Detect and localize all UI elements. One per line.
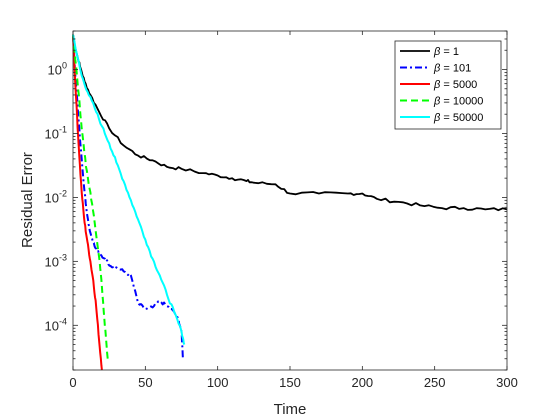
legend-label: β = 50000 — [433, 112, 483, 124]
y-tick-label: 100 — [48, 61, 67, 78]
y-tick-label: 10-1 — [45, 124, 67, 141]
series-layer — [72, 34, 508, 371]
legend-label: β = 101 — [433, 63, 471, 75]
x-axis-label: Time — [274, 401, 307, 418]
y-tick-label: 10-4 — [45, 316, 67, 333]
x-tick-label: 100 — [207, 375, 229, 390]
x-tick-label: 150 — [279, 375, 301, 390]
x-tick-label: 50 — [138, 375, 152, 390]
series-line-1 — [72, 34, 184, 359]
legend-label: β = 10000 — [433, 96, 483, 108]
y-axis-label: Residual Error — [19, 152, 36, 248]
series-line-2 — [72, 34, 103, 371]
series-line-0 — [72, 34, 508, 212]
ticks-layer — [72, 30, 508, 371]
x-tick-label: 300 — [496, 375, 518, 390]
y-tick-label: 10-2 — [45, 188, 67, 205]
x-tick-label: 250 — [424, 375, 446, 390]
legend-label: β = 1 — [433, 46, 459, 58]
x-tick-label: 0 — [69, 375, 76, 390]
x-tick-labels: 0 50 100 150 200 250 300 — [69, 375, 517, 390]
legend-label: β = 5000 — [433, 79, 477, 91]
x-tick-label: 200 — [351, 375, 373, 390]
y-tick-label: 10-3 — [45, 252, 67, 269]
series-line-4 — [72, 34, 186, 346]
y-tick-labels: 10-4 10-3 10-2 10-1 100 — [45, 61, 67, 334]
series-line-3 — [72, 34, 109, 359]
legend: β = 1 β = 101 β = 5000 β = 10000 β = 50000 — [394, 40, 502, 130]
